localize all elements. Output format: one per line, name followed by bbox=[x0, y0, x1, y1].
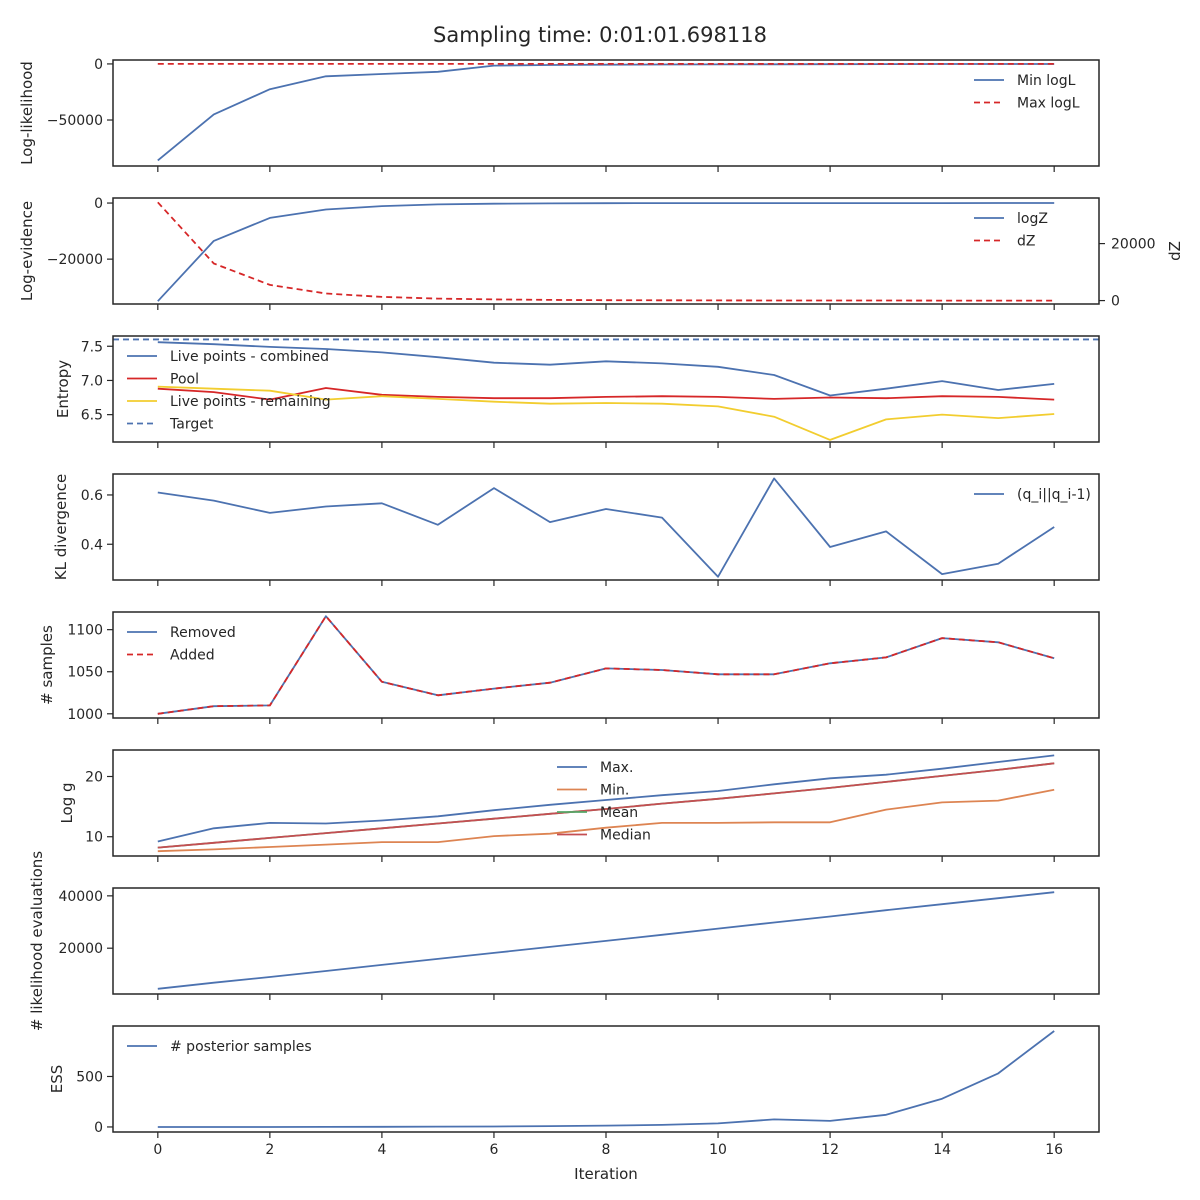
y-axis-label: ESS bbox=[48, 1065, 66, 1094]
panel-1: 0 −50000 Log-likelihood Min logL Max logL bbox=[18, 57, 1100, 172]
y-tick-label: 1000 bbox=[67, 707, 103, 723]
x-tick-label: 2 bbox=[265, 1142, 274, 1158]
series-line-max bbox=[157, 754, 1055, 843]
plot-frame bbox=[112, 611, 1100, 719]
legend-label: Min logL bbox=[1017, 73, 1076, 89]
legend-label: Mean bbox=[600, 805, 638, 821]
panel-4: 0.4 0.6 KL divergence (q_i||q_i-1) bbox=[52, 473, 1100, 586]
y-tick-label: 20000 bbox=[58, 941, 103, 957]
y-tick-label: 500 bbox=[76, 1069, 103, 1085]
x-tick-label: 10 bbox=[709, 1142, 727, 1158]
y-tick-label: 6.5 bbox=[81, 408, 103, 424]
legend-label: Live points - remaining bbox=[170, 394, 331, 410]
y-tick-label: 20 bbox=[85, 770, 103, 786]
x-tick-label: 4 bbox=[377, 1142, 386, 1158]
y-tick-label: −20000 bbox=[47, 252, 103, 268]
y-right-axis-label: dZ bbox=[1166, 241, 1184, 261]
series-line-removed bbox=[157, 615, 1055, 715]
legend-label: dZ bbox=[1017, 234, 1035, 250]
panel-3: 6.5 7.0 7.5 Entropy Live points - combined Po… bbox=[54, 335, 1100, 448]
y-right-tick-label: 0 bbox=[1111, 294, 1120, 310]
panel-7: 20000 40000 # likelihood evaluations bbox=[28, 851, 1100, 1031]
series-line-dz bbox=[157, 201, 1055, 302]
x-tick-label: 12 bbox=[821, 1142, 839, 1158]
panels: 0 −50000 Log-likelihood Min logL Max logL 0 −2… bbox=[18, 57, 1184, 1158]
y-tick-label: −50000 bbox=[47, 113, 103, 129]
legend-label: # posterior samples bbox=[170, 1039, 312, 1055]
panel-5: 1000 1050 1100 # samples Removed Added bbox=[38, 611, 1100, 724]
y-axis-label: Log g bbox=[58, 782, 76, 823]
y-tick-label: 0.6 bbox=[81, 488, 103, 504]
y-tick-label: 0 bbox=[94, 57, 103, 73]
legend-label: Min. bbox=[600, 783, 629, 799]
x-tick-label: 16 bbox=[1045, 1142, 1063, 1158]
figure-title: Sampling time: 0:01:01.698118 bbox=[433, 23, 767, 47]
y-axis-label: # likelihood evaluations bbox=[28, 851, 46, 1031]
x-tick-label: 8 bbox=[602, 1142, 611, 1158]
y-tick-label: 0 bbox=[94, 1120, 103, 1136]
plot-frame bbox=[112, 59, 1100, 167]
legend-label: Target bbox=[169, 417, 214, 433]
series-line-min bbox=[157, 788, 1055, 853]
legend-label: Pool bbox=[170, 372, 199, 388]
series-line-pool bbox=[157, 387, 1055, 401]
y-axis-label: # samples bbox=[38, 625, 56, 705]
x-tick-label: 6 bbox=[489, 1142, 498, 1158]
series-line-posterior-samples bbox=[157, 1030, 1055, 1128]
series-line-logz bbox=[157, 202, 1055, 302]
y-tick-label: 0 bbox=[94, 196, 103, 212]
series-line-q-i-q-i-1 bbox=[157, 477, 1055, 578]
series-line-live-points-combined bbox=[157, 341, 1055, 397]
y-tick-label: 0.4 bbox=[81, 537, 103, 553]
y-axis-label: Entropy bbox=[54, 360, 72, 418]
plot-frame bbox=[112, 197, 1100, 305]
y-tick-label: 7.0 bbox=[81, 373, 103, 389]
legend-label: Added bbox=[170, 648, 215, 664]
legend-label: (q_i||q_i-1) bbox=[1017, 487, 1091, 503]
y-tick-label: 40000 bbox=[58, 889, 103, 905]
legend-label: Live points - combined bbox=[170, 349, 329, 365]
y-axis-label: Log-likelihood bbox=[18, 61, 36, 165]
legend-label: Median bbox=[600, 828, 651, 844]
legend-label: Removed bbox=[170, 625, 236, 641]
y-tick-label: 1050 bbox=[67, 665, 103, 681]
panel-8: 0 2 4 6 8 10 12 14 16 0 500 ESS # posterior samples bbox=[48, 1025, 1100, 1158]
legend-label: Max. bbox=[600, 760, 633, 776]
series-line-added bbox=[157, 615, 1055, 715]
legend-label: Max logL bbox=[1017, 96, 1080, 112]
series-line-live-points-remaining bbox=[157, 385, 1055, 441]
y-right-tick-label: 20000 bbox=[1111, 237, 1156, 253]
panel-2: 0 −20000 0 20000 dZ Log-evidence logZ dZ bbox=[18, 196, 1184, 310]
legend-label: logZ bbox=[1017, 211, 1048, 227]
y-tick-label: 10 bbox=[85, 830, 103, 846]
panel-6: 10 20 Log g Max. Min. Mean Median bbox=[58, 749, 1100, 862]
series-line-median bbox=[157, 762, 1055, 849]
x-tick-label: 14 bbox=[933, 1142, 951, 1158]
y-tick-label: 1100 bbox=[67, 623, 103, 639]
y-axis-label: Log-evidence bbox=[18, 201, 36, 301]
y-tick-label: 7.5 bbox=[81, 339, 103, 355]
series-line-min-logl bbox=[157, 63, 1055, 162]
x-axis-label: Iteration bbox=[574, 1165, 638, 1183]
x-tick-label: 0 bbox=[153, 1142, 162, 1158]
y-axis-label: KL divergence bbox=[52, 474, 70, 580]
series-line-values bbox=[157, 891, 1055, 990]
plot-frame bbox=[112, 473, 1100, 581]
